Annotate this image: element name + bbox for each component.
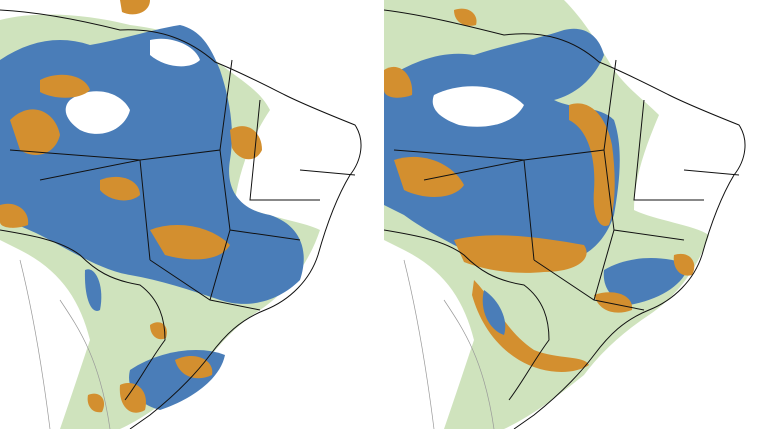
- right-map: [384, 0, 746, 429]
- orange-area: [0, 203, 29, 228]
- country-border: [0, 9, 362, 429]
- orange-area: [454, 235, 587, 273]
- blue-area: [84, 269, 102, 311]
- orange-area: [454, 8, 477, 26]
- orange-area: [673, 253, 695, 276]
- orange-area: [569, 103, 615, 226]
- blue-area: [603, 258, 689, 305]
- white-area: [432, 86, 524, 127]
- left-map: [0, 0, 362, 429]
- blue-area: [482, 290, 506, 335]
- orange-area: [119, 382, 146, 413]
- orange-area: [10, 109, 60, 155]
- orange-area: [230, 126, 262, 160]
- white-area: [65, 91, 130, 134]
- country-border: [403, 259, 495, 429]
- state-border: [393, 59, 740, 311]
- orange-area: [175, 355, 213, 379]
- orange-area: [394, 156, 464, 197]
- orange-area: [40, 74, 90, 98]
- blue-area: [384, 28, 620, 267]
- orange-area: [150, 225, 230, 260]
- country-border: [384, 9, 746, 429]
- orange-area: [384, 66, 413, 98]
- orange-area: [150, 322, 167, 340]
- country-border: [0, 229, 166, 401]
- country-border: [19, 259, 111, 429]
- white-area: [150, 38, 200, 67]
- orange-area: [100, 176, 140, 201]
- orange-area: [120, 0, 150, 15]
- orange-area: [87, 393, 105, 413]
- country-border: [384, 229, 550, 401]
- state-border: [9, 59, 356, 311]
- orange-area: [594, 292, 633, 313]
